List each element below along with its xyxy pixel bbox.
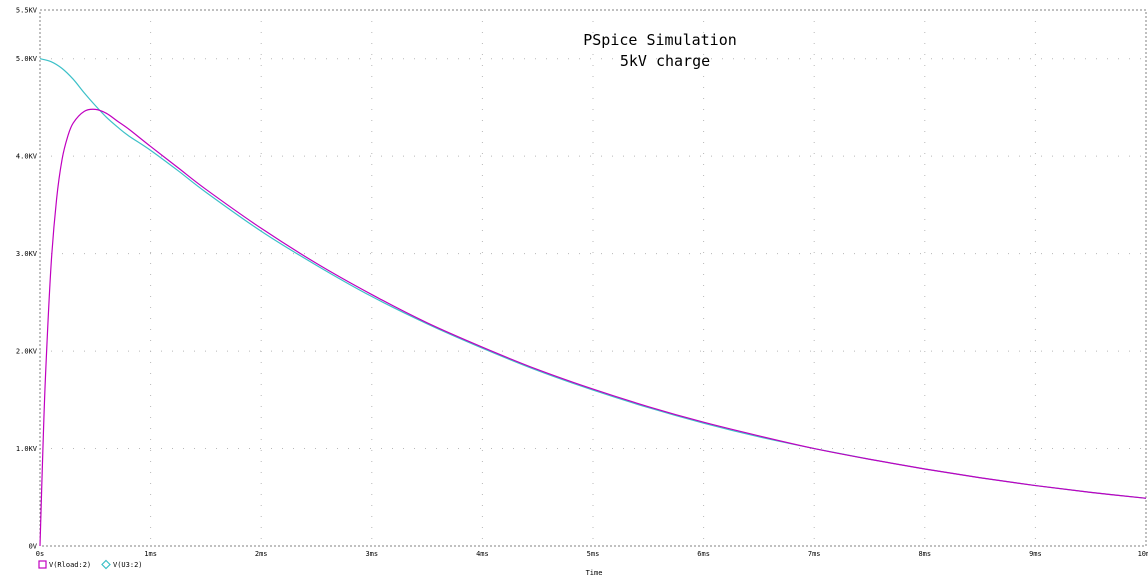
series-line-v-u3-2-	[39, 58, 1147, 499]
legend-square-marker	[38, 560, 47, 569]
x-tick-label: 9ms	[1029, 550, 1042, 558]
legend-label-u3: V(U3:2)	[113, 561, 143, 569]
plot-frame	[39, 9, 1147, 547]
x-tick-label: 5ms	[587, 550, 600, 558]
legend-label-rload: V(Rload:2)	[49, 561, 91, 569]
legend: V(Rload:2) V(U3:2)	[38, 559, 143, 570]
x-axis-label: Time	[586, 569, 603, 577]
annotation-line-1: PSpice Simulation	[583, 31, 737, 49]
y-axis-ticks: 0V 1.0KV 2.0KV 3.0KV 4.0KV 5.0KV 5.5KV	[16, 7, 38, 551]
y-tick-label: 3.0KV	[16, 250, 38, 258]
annotation-line-2: 5kV charge	[620, 52, 710, 70]
series-lines	[39, 58, 1147, 547]
x-tick-label: 7ms	[808, 550, 821, 558]
x-tick-label: 6ms	[697, 550, 710, 558]
grid	[40, 10, 1146, 546]
x-tick-label: 8ms	[918, 550, 931, 558]
x-tick-label: 3ms	[365, 550, 378, 558]
x-tick-label: 2ms	[255, 550, 268, 558]
x-tick-label: 10ms	[1138, 550, 1148, 558]
y-tick-label: 0V	[29, 543, 38, 551]
x-axis-ticks: 0s 1ms 2ms 3ms 4ms 5ms 6ms 7ms 8ms 9ms 10ms	[36, 550, 1148, 558]
series-line-v-rload-2-	[39, 108, 1147, 547]
x-tick-label: 4ms	[476, 550, 489, 558]
legend-diamond-marker	[101, 559, 111, 570]
y-tick-label: 4.0KV	[16, 153, 38, 161]
y-tick-label: 5.5KV	[16, 7, 38, 15]
y-tick-label: 2.0KV	[16, 348, 38, 356]
y-tick-label: 1.0KV	[16, 445, 38, 453]
x-tick-label: 0s	[36, 550, 44, 558]
y-tick-label: 5.0KV	[16, 55, 38, 63]
x-tick-label: 1ms	[144, 550, 157, 558]
